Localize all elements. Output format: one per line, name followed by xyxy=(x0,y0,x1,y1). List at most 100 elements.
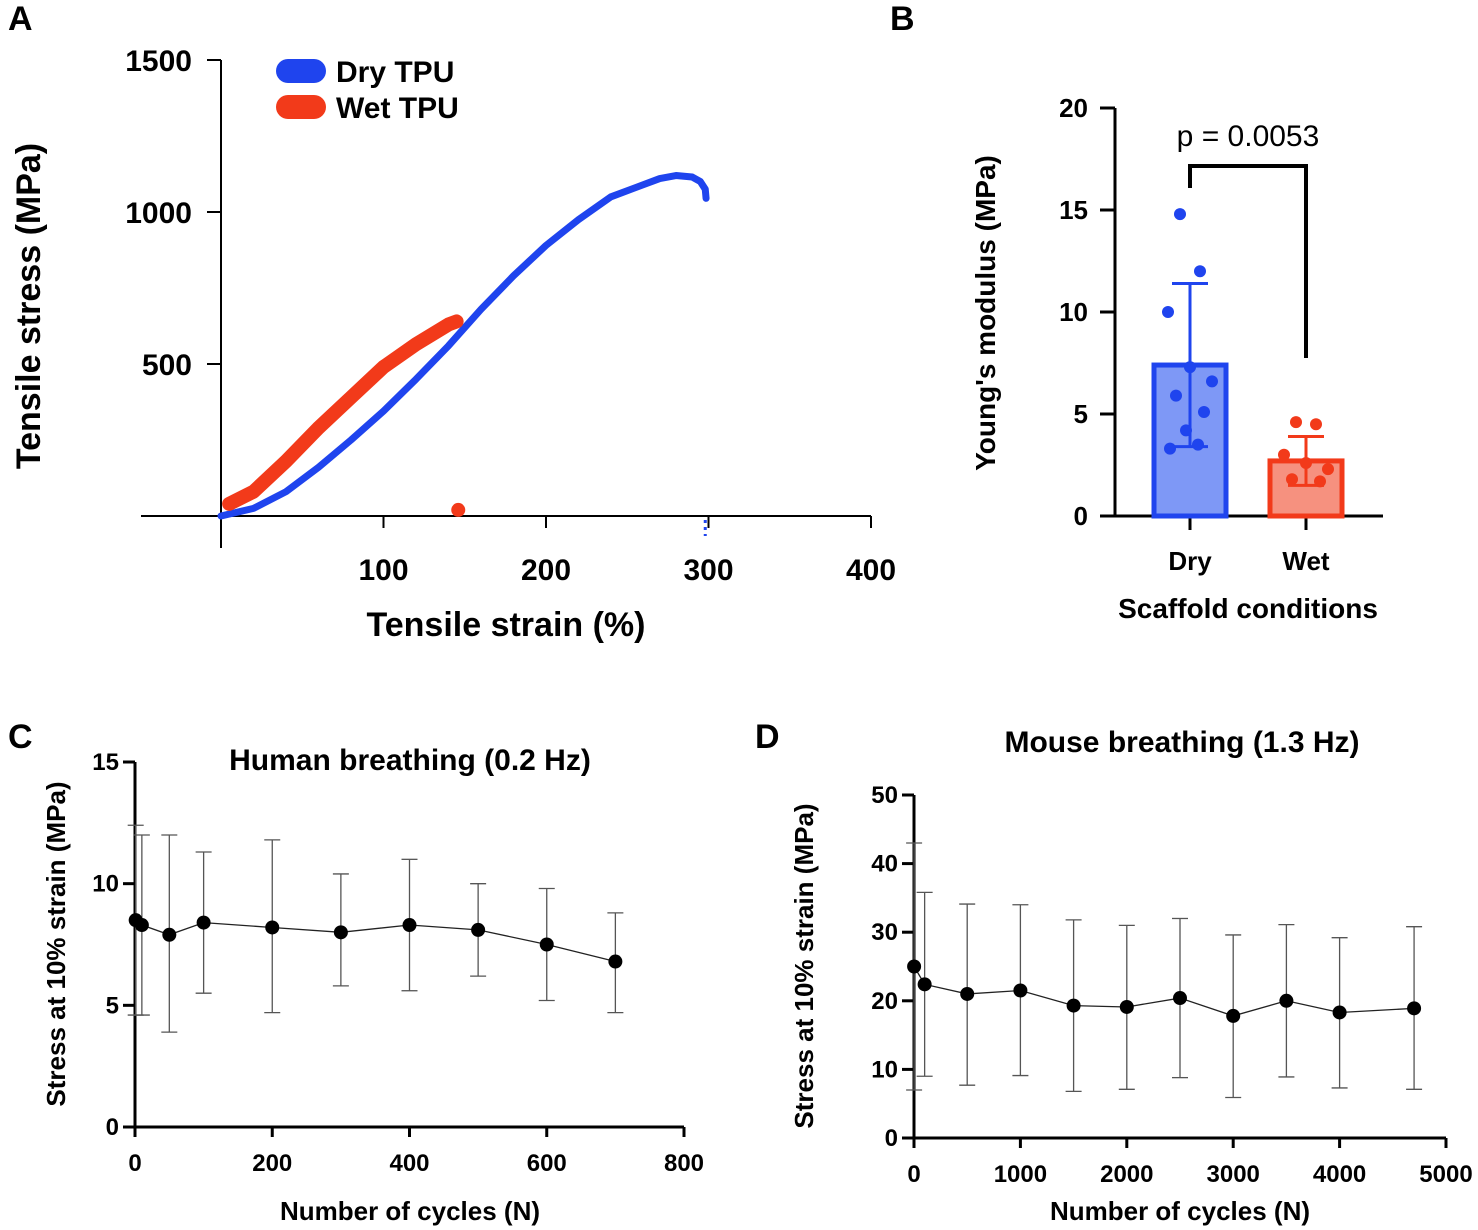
y-tick-label: 1500 xyxy=(125,45,192,78)
x-tick-label: 800 xyxy=(664,1150,704,1177)
y-tick-label: 10 xyxy=(1059,297,1088,327)
data-point xyxy=(907,959,922,974)
panel-c-ticks: 0 200 400 600 800 0 5 10 15 xyxy=(92,749,704,1177)
panel-c: C Human breathing (0.2 Hz) 0 200 400 600 800… xyxy=(8,718,704,1226)
data-point xyxy=(1206,375,1218,388)
panel-c-xlabel: Number of cycles (N) xyxy=(280,1196,540,1226)
x-tick-label: 5000 xyxy=(1419,1161,1472,1188)
panel-c-title: Human breathing (0.2 Hz) xyxy=(229,744,591,777)
panel-b-ticks: 0 5 10 15 20 Dry Wet xyxy=(1059,93,1330,576)
data-point xyxy=(1332,1005,1347,1020)
data-point xyxy=(1162,306,1174,318)
data-point xyxy=(539,937,554,952)
data-point xyxy=(1066,998,1081,1013)
data-point xyxy=(1314,475,1326,488)
x-tick-label: 1000 xyxy=(994,1161,1047,1188)
data-point xyxy=(1170,389,1182,402)
panel-c-letter: C xyxy=(8,718,33,756)
panel-a-series xyxy=(217,172,710,536)
x-tick-label: 2000 xyxy=(1100,1161,1153,1188)
panel-a-ticks: 100 200 300 400 500 1000 1500 xyxy=(125,45,896,587)
x-tick-label: 0 xyxy=(128,1150,141,1177)
series-line xyxy=(135,919,616,963)
panel-b: B 0 5 10 15 20 Dry Wet p = 0.0053 Scaffold con… xyxy=(890,0,1383,624)
data-point xyxy=(1286,473,1298,486)
x-tick-label: 600 xyxy=(527,1150,567,1177)
legend-label-wet: Wet TPU xyxy=(336,92,459,125)
panel-a-legend: Dry TPU Wet TPU xyxy=(276,56,459,125)
y-tick-label: 0 xyxy=(106,1114,119,1141)
x-tick-label: 200 xyxy=(252,1150,292,1177)
x-tick-label: Dry xyxy=(1168,546,1212,576)
data-point xyxy=(1174,208,1186,221)
data-point xyxy=(1180,424,1192,437)
data-point xyxy=(1192,438,1204,451)
data-point xyxy=(960,986,975,1001)
x-tick-label: 0 xyxy=(907,1161,920,1188)
data-point xyxy=(1164,442,1176,455)
y-tick-label: 20 xyxy=(1059,93,1088,123)
data-point xyxy=(1290,416,1302,429)
bracket-line xyxy=(1188,164,1308,358)
legend-swatch-wet xyxy=(276,95,326,119)
y-tick-label: 10 xyxy=(871,1056,898,1083)
x-tick-label: 100 xyxy=(358,554,408,587)
data-point xyxy=(471,922,486,937)
data-point xyxy=(1278,448,1290,461)
wet-tpu-curve xyxy=(222,314,464,511)
data-point xyxy=(1279,993,1294,1008)
data-point xyxy=(1322,463,1334,476)
y-tick-label: 0 xyxy=(885,1125,898,1152)
data-point xyxy=(1013,983,1028,998)
x-tick-label: 400 xyxy=(846,554,896,587)
data-point xyxy=(402,918,417,933)
x-tick-label: 300 xyxy=(683,554,733,587)
panel-c-series xyxy=(127,824,624,1033)
data-point xyxy=(1119,999,1134,1014)
y-tick-label: 30 xyxy=(871,919,898,946)
panel-d-xlabel: Number of cycles (N) xyxy=(1050,1196,1310,1226)
x-tick-label: 200 xyxy=(521,554,571,587)
y-tick-label: 500 xyxy=(142,349,192,382)
data-point xyxy=(1184,361,1196,374)
panel-d-ylabel: Stress at 10% strain (MPa) xyxy=(789,803,819,1128)
panel-a-letter: A xyxy=(8,0,33,38)
y-tick-label: 15 xyxy=(92,749,119,776)
panel-d-series xyxy=(906,842,1423,1099)
y-tick-label: 50 xyxy=(871,782,898,809)
data-point xyxy=(196,915,211,930)
legend-label-dry: Dry TPU xyxy=(336,56,454,89)
panel-d-title: Mouse breathing (1.3 Hz) xyxy=(1004,726,1359,759)
x-tick-label: 3000 xyxy=(1207,1161,1260,1188)
dry-tpu-curve xyxy=(217,172,710,520)
data-point xyxy=(1173,991,1187,1006)
data-point xyxy=(917,977,932,992)
panel-d-ticks: 0 1000 2000 3000 4000 5000 0 10 20 30 40 50 xyxy=(871,782,1472,1188)
data-point xyxy=(1226,1008,1241,1023)
panel-d: D Mouse breathing (1.3 Hz) 0 1000 2000 3000… xyxy=(755,718,1473,1226)
panel-b-ylabel: Young's modulus (MPa) xyxy=(970,155,1001,471)
significance-bracket: p = 0.0053 xyxy=(1177,120,1319,358)
panel-a-ylabel: Tensile stress (MPa) xyxy=(10,143,48,469)
data-point xyxy=(1198,405,1210,418)
panel-b-points xyxy=(1162,208,1334,488)
legend-swatch-dry xyxy=(276,59,326,83)
data-point xyxy=(1310,418,1322,431)
x-tick-label: 4000 xyxy=(1313,1161,1366,1188)
data-point xyxy=(608,954,623,969)
data-point xyxy=(134,918,149,933)
y-tick-label: 15 xyxy=(1059,195,1088,225)
y-tick-label: 5 xyxy=(106,992,119,1019)
panel-b-xlabel: Scaffold conditions xyxy=(1118,593,1378,624)
data-point xyxy=(162,927,177,942)
panel-a-xlabel: Tensile strain (%) xyxy=(367,606,646,644)
panel-a-axes xyxy=(141,60,871,548)
data-point xyxy=(1194,265,1206,278)
y-tick-label: 1000 xyxy=(125,197,192,230)
y-tick-label: 5 xyxy=(1074,399,1088,429)
data-point xyxy=(1407,1001,1422,1016)
y-tick-label: 40 xyxy=(871,851,898,878)
panel-a: A 100 200 300 400 500 1000 1500 Tensile strain… xyxy=(8,0,896,644)
panel-b-letter: B xyxy=(890,0,915,38)
